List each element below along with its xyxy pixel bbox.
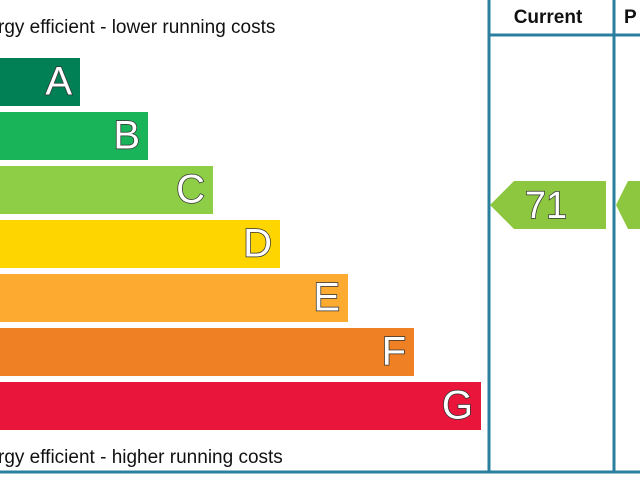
column-header: P	[624, 7, 637, 28]
band	[0, 166, 213, 214]
band-letter: D	[243, 222, 272, 266]
current-rating: 71	[525, 185, 567, 227]
band	[0, 112, 148, 160]
band-letter: B	[113, 114, 140, 158]
top-caption: rgy efficient - lower running costs	[0, 17, 275, 38]
band-letter: C	[176, 168, 205, 212]
band-letter: F	[382, 330, 406, 374]
band	[0, 382, 481, 430]
band-letter: E	[313, 276, 340, 320]
band	[0, 274, 348, 322]
band-letter: A	[45, 60, 72, 104]
column-header: Current	[514, 7, 583, 28]
bottom-caption: rgy efficient - higher running costs	[0, 447, 283, 468]
band	[0, 58, 80, 106]
band-letter: G	[442, 384, 473, 428]
potential-arrow	[616, 181, 640, 229]
current-arrow	[490, 181, 606, 229]
band	[0, 328, 414, 376]
band	[0, 220, 280, 268]
